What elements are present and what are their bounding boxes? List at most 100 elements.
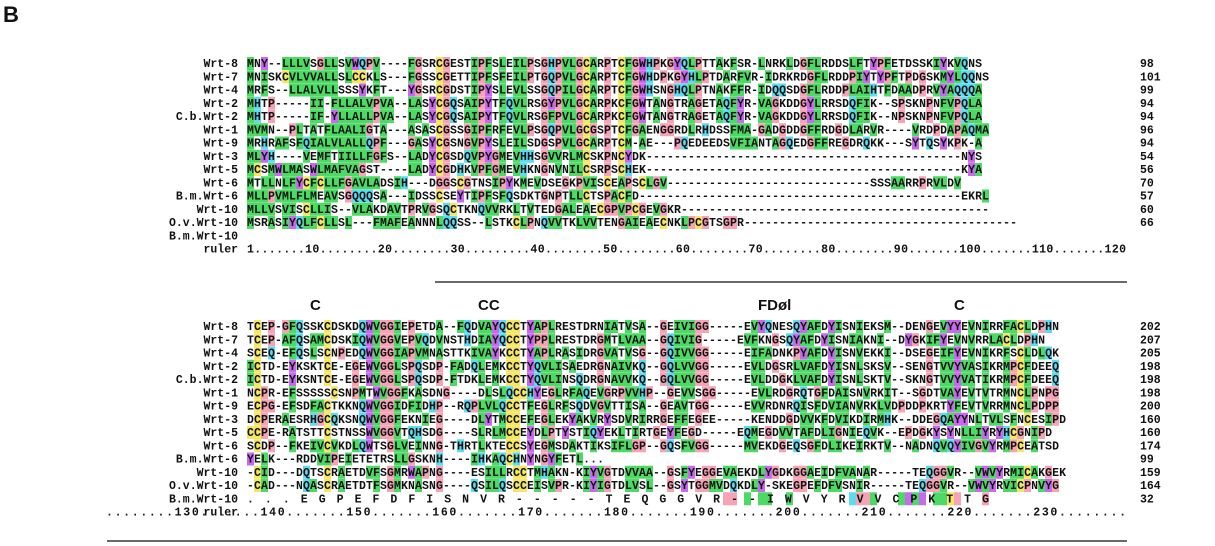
residue-highlight: [765, 70, 772, 84]
residue-highlight: [1017, 439, 1024, 453]
residue-highlight: [345, 136, 352, 150]
sequence-residues: MLYH----VEMFTIILLFGFS--LADYCGSDQVPYGMEVH…: [247, 151, 982, 164]
residue-highlight: [814, 57, 821, 70]
residue-highlight: [688, 96, 695, 110]
residue-highlight: [261, 479, 268, 492]
residue-highlight: [338, 149, 345, 163]
residue-highlight: [303, 83, 310, 97]
residue-highlight: [471, 479, 478, 492]
residue-highlight: [618, 70, 625, 84]
residue-highlight: [268, 216, 275, 229]
residue-highlight: [695, 399, 702, 413]
residue-highlight: [800, 123, 807, 137]
residue-highlight: [807, 359, 814, 373]
residue-highlight: [884, 359, 891, 373]
sequence-name: Wrt-2: [203, 361, 238, 374]
residue-highlight: [443, 149, 450, 163]
sequence-name: Wrt-3: [203, 151, 238, 164]
residue-highlight: [604, 70, 611, 84]
residue-highlight: [478, 426, 485, 439]
residue-highlight: [933, 83, 940, 97]
residue-highlight: [576, 163, 583, 176]
residue-highlight: [751, 399, 758, 413]
residue-highlight: [485, 163, 492, 176]
residue-highlight: [1045, 320, 1052, 333]
residue-highlight: [548, 386, 555, 400]
residue-highlight: [352, 189, 359, 203]
residue-highlight: [506, 333, 513, 347]
residue-highlight: [261, 465, 268, 479]
residue-highlight: [940, 96, 947, 110]
residue-highlight: [709, 479, 716, 492]
residue-highlight: [1052, 373, 1059, 386]
sequence-name: Wrt-4: [203, 85, 238, 98]
residue-highlight: [1010, 465, 1017, 479]
residue-highlight: [597, 359, 604, 373]
residue-highlight: [688, 359, 695, 373]
sequence-name: O.v.Wrt-10: [169, 480, 238, 493]
residue-highlight: [289, 216, 296, 229]
residue-highlight: [338, 479, 345, 492]
residue-highlight: [695, 110, 702, 123]
residue-highlight: [310, 333, 317, 347]
residue-highlight: [394, 216, 401, 229]
residue-highlight: [814, 136, 821, 150]
residue-highlight: [751, 373, 758, 386]
residue-highlight: [681, 333, 688, 347]
residue-highlight: [296, 216, 303, 229]
residue-highlight: [401, 439, 408, 453]
residue-highlight: [800, 479, 807, 492]
residue-highlight: [366, 373, 373, 386]
residue-highlight: [331, 123, 338, 137]
residue-highlight: [254, 189, 261, 203]
residue-highlight: [408, 216, 415, 229]
residue-highlight: [744, 426, 751, 439]
residue-highlight: [919, 399, 926, 413]
residue-highlight: [968, 439, 975, 453]
residue-highlight: [324, 83, 331, 97]
residue-highlight: [849, 96, 856, 110]
residue-highlight: [387, 320, 394, 333]
residue-highlight: [359, 176, 366, 190]
residue-highlight: [534, 333, 541, 347]
residue-highlight: [254, 346, 261, 360]
residue-highlight: [373, 479, 380, 492]
residue-highlight: [464, 333, 471, 347]
sequence-residues: MHTP-----II-FLLALVPVA--LASYCGQSAIPYTFQVL…: [247, 98, 982, 111]
residue-highlight: [331, 386, 338, 400]
residue-highlight: [415, 346, 422, 360]
residue-highlight: [352, 163, 359, 176]
residue-highlight: [688, 320, 695, 333]
residue-highlight: [254, 399, 261, 413]
sequence-residues: -CAD---NQASCRAETDTFSGMKNASNG----QSILQSCC…: [247, 480, 1059, 493]
residue-highlight: [576, 70, 583, 84]
residue-highlight: [842, 386, 849, 400]
conserved-motif-label: C: [954, 297, 965, 314]
residue-highlight: [982, 359, 989, 373]
residue-highlight: [884, 57, 891, 70]
residue-highlight: [478, 333, 485, 347]
residue-highlight: [583, 163, 590, 176]
residue-highlight: [856, 110, 863, 123]
residue-highlight: [394, 346, 401, 360]
residue-highlight: [814, 399, 821, 413]
residue-highlight: [639, 359, 646, 373]
sequence-end-position: 60: [1140, 204, 1154, 217]
residue-highlight: [408, 346, 415, 360]
sequence-residues: SCEQ-EFQSLSCNPEDQWVGGIAPVMNASTTKIVAYKCCT…: [247, 348, 1059, 361]
residue-highlight: [366, 346, 373, 360]
sequence-residues: MNISKCVLVVALLSLCCKLS---FGSSCGETTIPFSFEIL…: [247, 71, 989, 84]
residue-highlight: [555, 110, 562, 123]
residue-highlight: [359, 123, 366, 137]
residue-highlight: [373, 83, 380, 97]
residue-highlight: [674, 333, 681, 347]
residue-highlight: [380, 216, 387, 229]
residue-highlight: [695, 346, 702, 360]
residue-highlight: [828, 346, 835, 360]
residue-highlight: [639, 70, 646, 84]
sequence-end-position: 94: [1140, 138, 1154, 151]
residue-highlight: [989, 465, 996, 479]
residue-highlight: [807, 136, 814, 150]
residue-highlight: [352, 123, 359, 137]
residue-highlight: [926, 346, 933, 360]
